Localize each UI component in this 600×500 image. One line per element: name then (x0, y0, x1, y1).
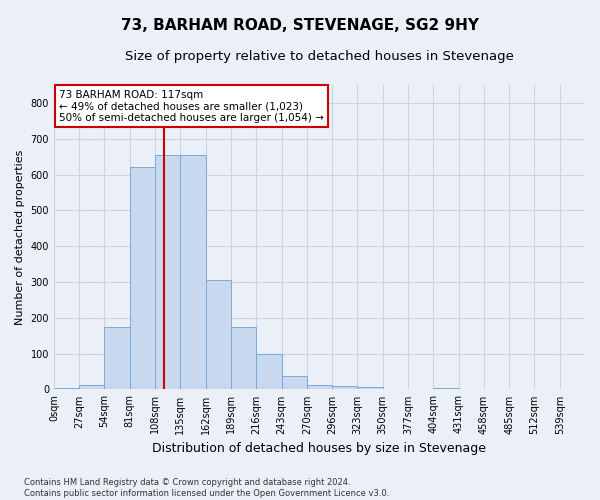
Bar (79, 385, 104, 390)
Bar (130, 168, 155, 390)
Bar (54, 388, 79, 390)
Bar (206, 280, 231, 390)
Bar (104, 327, 130, 390)
Y-axis label: Number of detached properties: Number of detached properties (15, 150, 25, 325)
Text: 73, BARHAM ROAD, STEVENAGE, SG2 9HY: 73, BARHAM ROAD, STEVENAGE, SG2 9HY (121, 18, 479, 32)
Bar (281, 376, 307, 390)
Bar (181, 155, 206, 390)
Title: Size of property relative to detached houses in Stevenage: Size of property relative to detached ho… (125, 50, 514, 63)
Bar (358, 386, 383, 390)
Bar (155, 155, 181, 390)
Bar (256, 354, 281, 390)
Bar (433, 388, 458, 390)
Bar (231, 327, 256, 390)
X-axis label: Distribution of detached houses by size in Stevenage: Distribution of detached houses by size … (152, 442, 487, 455)
Bar (332, 386, 358, 390)
Bar (383, 388, 408, 390)
Bar (307, 385, 332, 390)
Text: 73 BARHAM ROAD: 117sqm
← 49% of detached houses are smaller (1,023)
50% of semi-: 73 BARHAM ROAD: 117sqm ← 49% of detached… (59, 90, 324, 123)
Text: Contains HM Land Registry data © Crown copyright and database right 2024.
Contai: Contains HM Land Registry data © Crown c… (24, 478, 389, 498)
